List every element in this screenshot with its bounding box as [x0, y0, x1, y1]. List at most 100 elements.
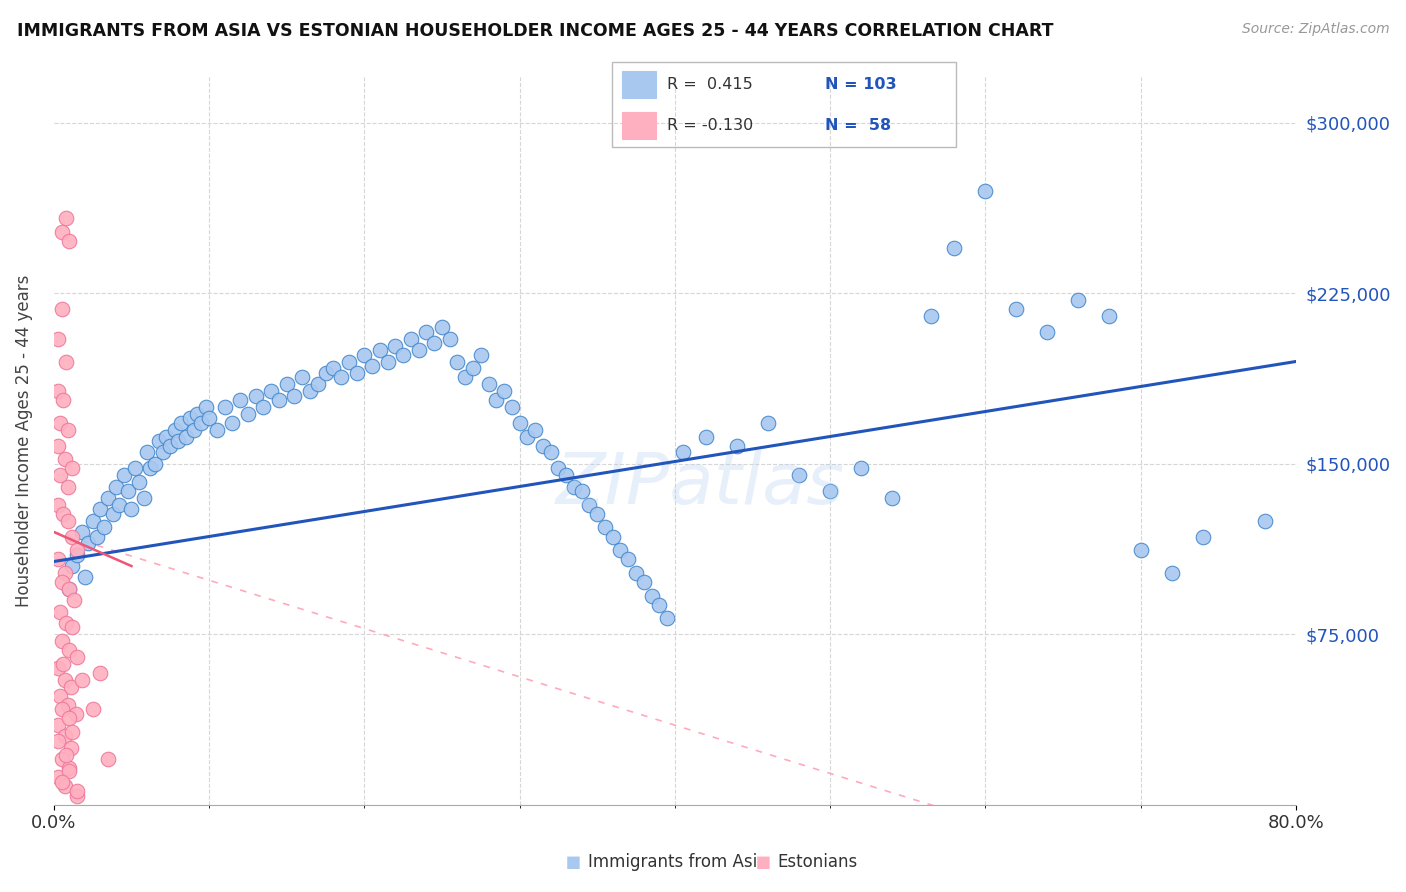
Point [167, 434, 190, 448]
Point [353, 348, 375, 362]
Point [174, 429, 197, 443]
Point [648, 598, 671, 612]
Point [108, 498, 131, 512]
Point [101, 507, 124, 521]
Point [52, 657, 75, 671]
Point [423, 336, 446, 351]
Point [82, 702, 104, 716]
Point [51, 574, 73, 589]
Point [49, 689, 72, 703]
Point [53, 730, 76, 744]
Point [62, 529, 84, 543]
Point [485, 393, 508, 408]
Point [66, 649, 89, 664]
Point [124, 461, 146, 475]
Point [56, 423, 79, 437]
Point [787, 468, 810, 483]
Point [59, 740, 82, 755]
Point [415, 325, 437, 339]
Point [112, 468, 135, 483]
Point [221, 416, 243, 430]
Point [104, 479, 127, 493]
Point [62, 620, 84, 634]
Point [602, 529, 624, 543]
Point [51, 225, 73, 239]
Point [59, 680, 82, 694]
Point [62, 725, 84, 739]
Point [1067, 293, 1090, 307]
Bar [621, 112, 657, 139]
Point [58, 234, 80, 248]
Text: Source: ZipAtlas.com: Source: ZipAtlas.com [1241, 22, 1389, 37]
Text: ▪: ▪ [755, 850, 772, 873]
Point [439, 332, 461, 346]
Point [52, 507, 75, 521]
Point [470, 348, 492, 362]
Point [48, 771, 70, 785]
Point [1254, 514, 1277, 528]
Point [55, 354, 77, 368]
Text: Estonians: Estonians [778, 853, 858, 871]
Point [190, 416, 212, 430]
Point [655, 611, 678, 625]
Point [48, 332, 70, 346]
Point [51, 775, 73, 789]
Point [974, 184, 997, 198]
Point [152, 445, 174, 459]
Y-axis label: Householder Income Ages 25 - 44 years: Householder Income Ages 25 - 44 years [15, 275, 32, 607]
Point [392, 348, 415, 362]
Point [49, 605, 72, 619]
Point [236, 407, 259, 421]
Point [62, 559, 84, 574]
Point [617, 552, 640, 566]
Point [66, 789, 89, 803]
Point [52, 393, 75, 408]
Point [143, 457, 166, 471]
Point [48, 439, 70, 453]
Point [48, 734, 70, 748]
Point [943, 241, 966, 255]
Point [586, 507, 609, 521]
Point [58, 582, 80, 596]
Point [65, 706, 87, 721]
Point [524, 423, 547, 437]
Point [51, 302, 73, 317]
Point [245, 389, 267, 403]
Point [593, 520, 616, 534]
Point [56, 698, 79, 712]
Point [136, 445, 159, 459]
Point [163, 423, 186, 437]
Point [337, 354, 360, 368]
Point [51, 752, 73, 766]
Point [48, 552, 70, 566]
Point [159, 439, 181, 453]
Point [267, 393, 290, 408]
Point [1129, 543, 1152, 558]
Point [229, 393, 252, 408]
Point [155, 429, 177, 443]
Point [454, 370, 477, 384]
Point [179, 411, 201, 425]
Point [53, 673, 76, 687]
Point [920, 309, 942, 323]
Point [818, 484, 841, 499]
Point [194, 400, 217, 414]
Point [62, 461, 84, 475]
Point [547, 461, 569, 475]
Point [66, 784, 89, 798]
Point [609, 543, 631, 558]
Point [430, 320, 453, 334]
Point [756, 416, 779, 430]
Point [377, 354, 399, 368]
Text: R = -0.130: R = -0.130 [666, 118, 754, 133]
Point [70, 673, 93, 687]
Point [501, 400, 523, 414]
Point [298, 384, 321, 398]
Point [461, 361, 484, 376]
Point [53, 780, 76, 794]
Point [117, 484, 139, 499]
Point [77, 536, 100, 550]
Point [97, 752, 120, 766]
Point [56, 479, 79, 493]
Point [624, 566, 647, 580]
